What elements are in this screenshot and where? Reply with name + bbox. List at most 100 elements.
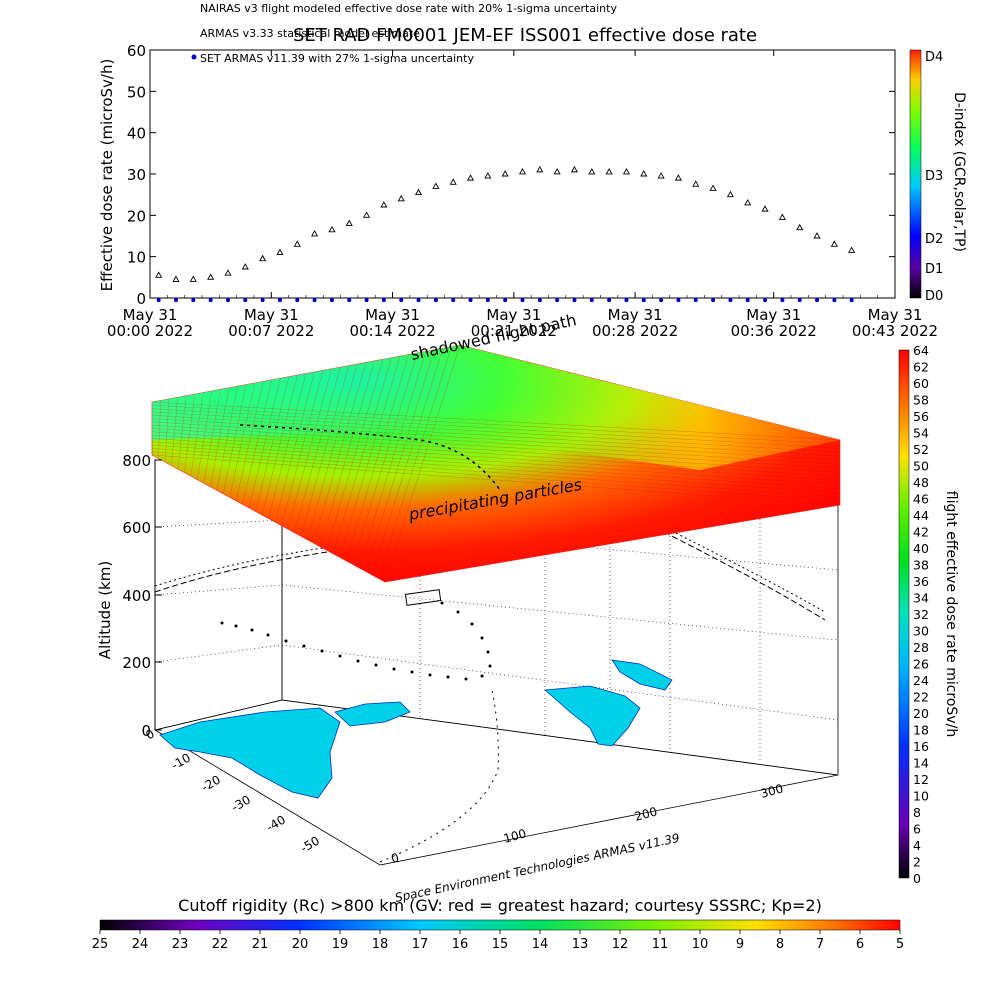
mesh-line-long bbox=[151, 451, 841, 502]
dose-rate-tick-label: 58 bbox=[913, 393, 929, 408]
altitude-tick-label: 400 bbox=[122, 587, 151, 605]
set-armas-point bbox=[173, 298, 178, 303]
mesh-line-long bbox=[151, 415, 841, 457]
mesh-line-cross bbox=[229, 382, 255, 498]
credit-text: Space Environment Technologies ARMAS v11… bbox=[394, 831, 681, 905]
cutoff-rigidity-tick-label: 22 bbox=[212, 937, 229, 952]
dose-rate-tick-label: 40 bbox=[913, 541, 929, 556]
mesh-line-cross bbox=[222, 384, 247, 494]
armas-model-point bbox=[466, 174, 475, 181]
mesh-line-long bbox=[151, 411, 841, 453]
top-x-tick-label-time: 00:28 2022 bbox=[592, 322, 678, 340]
armas-model-point bbox=[761, 205, 769, 212]
altitude-tick-label: 600 bbox=[122, 519, 151, 537]
mesh-line-long bbox=[151, 438, 841, 485]
set-armas-point bbox=[243, 298, 248, 303]
armas-model-point bbox=[311, 230, 319, 237]
set-armas-point bbox=[312, 298, 317, 303]
mesh-line-long bbox=[151, 421, 841, 465]
legend-line-set-armas: SET ARMAS v11.39 with 27% 1-sigma uncert… bbox=[200, 52, 474, 65]
set-armas-point bbox=[815, 298, 820, 303]
set-armas-point bbox=[624, 298, 629, 303]
cutoff-rigidity-tick-label: 12 bbox=[612, 937, 629, 952]
armas-model-point bbox=[674, 174, 682, 181]
mesh-line-long bbox=[151, 401, 841, 441]
dose-rate-surface-highlight bbox=[152, 345, 840, 470]
mesh-line-cross bbox=[164, 398, 170, 463]
cutoff-rigidity-tick-label: 25 bbox=[92, 937, 109, 952]
dose-rate-tick-label: 52 bbox=[913, 442, 929, 457]
d-index-tick-label: D0 bbox=[925, 289, 943, 304]
mesh-line-cross bbox=[242, 379, 272, 505]
armas-model-point bbox=[796, 223, 804, 231]
dose-rate-tick-label: 8 bbox=[913, 805, 921, 820]
mesh-line-cross bbox=[307, 363, 358, 540]
dose-rate-tick-label: 56 bbox=[913, 409, 929, 424]
d-index-colorbar bbox=[909, 49, 922, 299]
mesh-line-cross bbox=[294, 367, 341, 533]
mesh-line-cross bbox=[158, 400, 161, 459]
altitude-ticks: 0 200 400 600 800 bbox=[122, 452, 162, 740]
dose-rate-tick-label: 36 bbox=[913, 574, 929, 589]
mesh-line-cross bbox=[171, 397, 178, 466]
mesh-line-cross bbox=[371, 348, 444, 576]
top-y-tick-label: 50 bbox=[127, 83, 146, 101]
mesh-line-long bbox=[151, 405, 841, 445]
top-x-tick-label-time: 00:00 2022 bbox=[107, 322, 193, 340]
dose-rate-tick-label: 32 bbox=[913, 607, 929, 622]
mesh-line-cross bbox=[177, 395, 187, 470]
mesh-line-cross bbox=[358, 351, 426, 568]
cutoff-rigidity-tick-label: 15 bbox=[492, 937, 509, 952]
cutoff-rigidity-colorbar bbox=[99, 919, 901, 931]
legend-line-armas-model: ARMAS v3.33 statistical model estimate bbox=[200, 27, 420, 40]
dose-rate-tick-label: 14 bbox=[913, 756, 929, 771]
mesh-line-cross bbox=[352, 352, 418, 565]
armas-model-point bbox=[189, 275, 197, 282]
top-x-tick-label-time: 00:43 2022 bbox=[852, 322, 938, 340]
set-armas-point bbox=[433, 298, 438, 303]
surface-flight-trace bbox=[239, 424, 501, 491]
dose-rate-tick-label: 18 bbox=[913, 723, 929, 738]
mesh-line-cross bbox=[326, 359, 384, 551]
set-armas-point bbox=[399, 298, 404, 303]
legend-marker-set-armas bbox=[191, 54, 197, 60]
mesh-line-cross bbox=[268, 373, 307, 519]
armas-model-point bbox=[570, 165, 579, 173]
mesh-line-long bbox=[151, 408, 841, 449]
dose-rate-tick-label: 12 bbox=[913, 772, 929, 787]
top-x-tick-label-time: 00:36 2022 bbox=[731, 322, 817, 340]
set-armas-point bbox=[693, 298, 698, 303]
armas-model-point bbox=[518, 168, 527, 175]
armas-model-point bbox=[380, 201, 388, 208]
mesh-line-cross bbox=[378, 346, 452, 579]
top-y-ticks: 0 10 20 30 40 50 60 bbox=[127, 42, 895, 308]
set-armas-point bbox=[381, 298, 386, 303]
map-landmass-east bbox=[611, 659, 673, 691]
set-armas-point bbox=[503, 298, 508, 303]
dose-rate-tick-label: 22 bbox=[913, 690, 929, 705]
armas-model-point bbox=[501, 170, 509, 177]
armas-model-point bbox=[397, 194, 405, 202]
top-x-tick-label-time: 00:07 2022 bbox=[228, 322, 314, 340]
cutoff-rigidity-tick-label: 8 bbox=[776, 937, 784, 952]
set-armas-point bbox=[364, 298, 369, 303]
armas-model-point bbox=[726, 190, 734, 198]
set-armas-point bbox=[589, 298, 594, 303]
dose-rate-tick-label: 54 bbox=[913, 426, 929, 441]
map-landmass-islands bbox=[334, 701, 411, 727]
armas-model-point bbox=[744, 199, 752, 206]
armas-model-point bbox=[155, 271, 163, 278]
armas-model-point bbox=[363, 211, 371, 218]
armas-model-point bbox=[553, 168, 561, 175]
dose-rate-tick-label: 2 bbox=[913, 855, 921, 870]
cutoff-rigidity-tick-label: 13 bbox=[572, 937, 589, 952]
armas-model-point bbox=[449, 178, 457, 185]
floor-y-tick-label: -30 bbox=[229, 793, 253, 815]
set-armas-point bbox=[728, 298, 733, 303]
top-y-tick-label: 20 bbox=[127, 207, 146, 225]
mesh-line-cross bbox=[184, 394, 195, 473]
3d-plot: shadowed flight path precipitating parti… bbox=[96, 310, 841, 905]
cutoff-rigidity-tick-label: 5 bbox=[896, 937, 904, 952]
cutoff-rigidity-tick-label: 21 bbox=[252, 937, 269, 952]
